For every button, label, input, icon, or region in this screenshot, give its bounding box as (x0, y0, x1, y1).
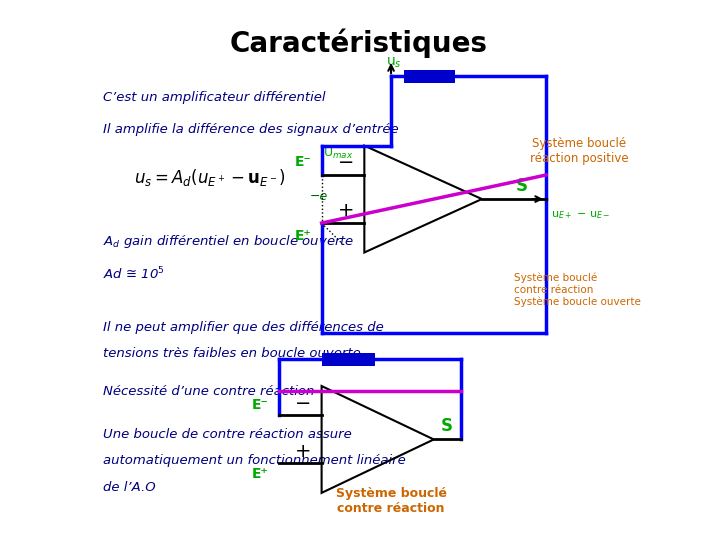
Text: E⁺: E⁺ (252, 467, 269, 481)
Text: automatiquement un fonctionnement linéaire: automatiquement un fonctionnement linéai… (103, 454, 406, 467)
Text: +: + (294, 442, 311, 461)
Bar (404, 69, 455, 83)
Text: Ad ≅ 10$^5$: Ad ≅ 10$^5$ (103, 265, 164, 282)
Text: −e: −e (309, 190, 328, 203)
Text: Caractéristiques: Caractéristiques (230, 28, 488, 57)
Text: −: − (294, 394, 311, 413)
Text: u$_{E+}$ − u$_{E-}$: u$_{E+}$ − u$_{E-}$ (551, 209, 610, 221)
Text: Système bouclé
contre réaction
Système boucle ouverte: Système bouclé contre réaction Système b… (514, 273, 640, 307)
Text: Une boucle de contre réaction assure: Une boucle de contre réaction assure (103, 427, 351, 441)
Text: Système bouclé
réaction positive: Système bouclé réaction positive (530, 137, 628, 165)
Text: U$_{max}$: U$_{max}$ (323, 146, 354, 161)
Text: Il ne peut amplifier que des différences de: Il ne peut amplifier que des différences… (103, 321, 383, 334)
Text: tensions très faibles en boucle ouverte: tensions très faibles en boucle ouverte (103, 347, 360, 360)
Text: E⁻: E⁻ (294, 155, 312, 169)
Text: S: S (516, 177, 528, 195)
Text: E⁻: E⁻ (252, 398, 269, 412)
Text: −: − (337, 154, 354, 172)
Text: de l’A.O: de l’A.O (103, 481, 155, 494)
Text: Nécessité d’une contre réaction: Nécessité d’une contre réaction (103, 385, 314, 398)
Text: S: S (441, 417, 453, 435)
Text: Système bouclé
contre réaction: Système bouclé contre réaction (335, 487, 447, 515)
Text: $u_s = A_d\left(u_{E^+} - \mathbf{u}_{E^-}\right)$: $u_s = A_d\left(u_{E^+} - \mathbf{u}_{E^… (134, 167, 285, 188)
Text: Il amplifie la différence des signaux d’entrée: Il amplifie la différence des signaux d’… (103, 123, 398, 136)
Text: C’est un amplificateur différentiel: C’est un amplificateur différentiel (103, 91, 325, 104)
Text: A$_d$ gain différentiel en boucle ouverte: A$_d$ gain différentiel en boucle ouvert… (103, 233, 354, 250)
Bar (322, 353, 375, 366)
Text: +: + (337, 201, 354, 220)
Text: E⁺: E⁺ (294, 229, 312, 243)
Text: u$_s$: u$_s$ (386, 56, 401, 70)
